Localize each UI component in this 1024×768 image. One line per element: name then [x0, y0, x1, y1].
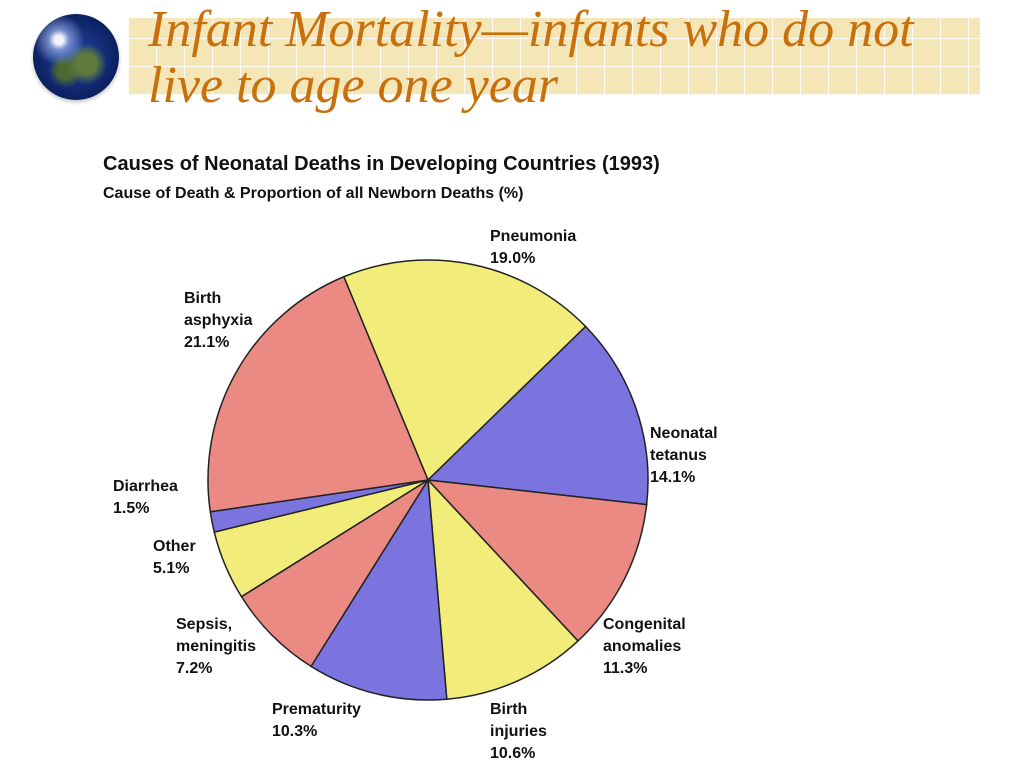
pie-label-name-line: Other [153, 538, 196, 555]
pie-label-name-line: Neonatal [650, 425, 718, 442]
pie-label-birth-injuries: Birth injuries 10.6% [490, 699, 547, 765]
pie-label-value: 1.5% [113, 500, 150, 517]
pie-label-value: 14.1% [650, 469, 696, 486]
pie-label-pneumonia: Pneumonia 19.0% [490, 226, 576, 270]
pie-label-name-line: anomalies [603, 638, 682, 655]
pie-label-name-line: meningitis [176, 638, 257, 655]
pie-label-name-line: Birth [490, 701, 528, 718]
pie-label-prematurity: Prematurity 10.3% [272, 699, 361, 743]
chart-title: Causes of Neonatal Deaths in Developing … [103, 153, 660, 175]
pie-label-name-line: Birth [184, 290, 222, 307]
pie-label-value: 10.6% [490, 745, 536, 762]
pie-slice-birth-asphyxia [207, 275, 430, 513]
globe-icon [33, 14, 119, 100]
pie-label-name-line: asphyxia [184, 312, 253, 329]
pie-label-name-line: Pneumonia [490, 228, 577, 245]
chart-subtitle: Cause of Death & Proportion of all Newbo… [103, 185, 524, 202]
pie-label-name-line: Sepsis, [176, 616, 233, 633]
pie-slice-sepsis-meningitis [240, 479, 429, 668]
pie-label-congenital-anomalies: Congenital anomalies 11.3% [603, 614, 686, 680]
pie-label-name-line: Congenital [603, 616, 686, 633]
pie-label-sepsis-meningitis: Sepsis, meningitis 7.2% [176, 614, 256, 680]
pie-label-value: 21.1% [184, 334, 230, 351]
pie-slice-congenital-anomalies [426, 479, 648, 643]
pie-slice-prematurity [310, 477, 448, 701]
pie-label-name-line: Prematurity [272, 701, 361, 718]
pie-label-name-line: tetanus [650, 447, 707, 464]
pie-label-name-line: Diarrhea [113, 478, 178, 495]
pie-label-value: 11.3% [603, 660, 648, 677]
pie-label-value: 19.0% [490, 250, 536, 267]
pie-label-other: Other 5.1% [153, 536, 196, 580]
pie-slice-neonatal-tetanus [426, 325, 649, 506]
pie-slice-birth-injuries [427, 477, 580, 701]
header-world-map-band [128, 18, 980, 95]
pie-label-neonatal-tetanus: Neonatal tetanus 14.1% [650, 423, 718, 489]
slide-title: Infant Mortality—infants who do not live… [148, 1, 914, 114]
pie-label-value: 7.2% [176, 660, 213, 677]
pie-label-name-line: injuries [490, 723, 547, 740]
pie-label-value: 5.1% [153, 560, 190, 577]
pie-label-birth-asphyxia: Birth asphyxia 21.1% [184, 288, 252, 354]
pie-label-diarrhea: Diarrhea 1.5% [113, 476, 178, 520]
pie-slice-pneumonia [342, 259, 587, 482]
pie-label-value: 10.3% [272, 723, 318, 740]
